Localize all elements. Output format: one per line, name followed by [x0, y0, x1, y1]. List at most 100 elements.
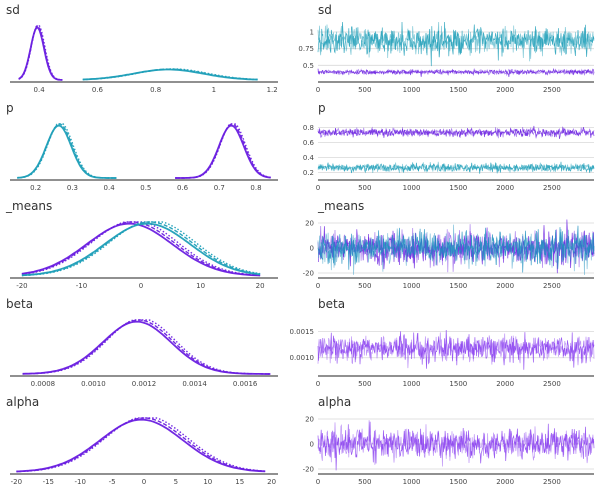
x-tick-label: 1500 [449, 86, 467, 94]
y-tick-label: 0.5 [303, 62, 314, 70]
x-tick-label: 500 [358, 184, 371, 192]
density-series-1 [21, 221, 261, 277]
y-tick-label: -20 [303, 270, 314, 278]
x-tick-label: 0.6 [92, 86, 104, 94]
x-tick-label: 2500 [543, 86, 561, 94]
density-series-0 [17, 123, 117, 179]
x-tick-label: 0.8 [150, 86, 161, 94]
density-series-0 [18, 26, 63, 81]
trace-series-0 [317, 68, 595, 77]
x-tick-label: 2000 [496, 282, 514, 290]
density-series-1 [21, 221, 261, 277]
x-tick-label: 0.0014 [182, 380, 207, 388]
trace-series-1 [317, 224, 595, 276]
x-tick-label: 1000 [403, 478, 421, 486]
x-tick-label: 2000 [496, 86, 514, 94]
panel-title: beta [6, 297, 33, 311]
x-tick-label: 1 [212, 86, 216, 94]
x-tick-label: 0.0012 [132, 380, 157, 388]
panel-trace-7: beta 0 500 1000 1500 2000 2500 0.0010 0.0015 [290, 297, 595, 388]
density-series-0 [16, 417, 266, 473]
y-tick-label: 0.75 [298, 45, 314, 53]
x-tick-label: 0.0008 [31, 380, 56, 388]
y-tick-label: -20 [303, 466, 314, 474]
panel-title: alpha [6, 395, 39, 409]
panel-density-0: sd 0.4 0.6 0.8 1 1.2 [6, 3, 278, 94]
x-tick-label: 2000 [496, 478, 514, 486]
x-tick-label: 0.0010 [81, 380, 106, 388]
x-tick-label: 500 [358, 282, 371, 290]
trace-series-0 [317, 126, 595, 139]
density-series-0 [21, 221, 261, 276]
density-series-0 [18, 25, 63, 81]
x-tick-label: 0.4 [34, 86, 46, 94]
x-tick-label: 0.6 [177, 184, 189, 192]
density-series-0 [16, 417, 266, 473]
x-tick-label: 500 [358, 86, 371, 94]
trace-series-0 [317, 420, 595, 467]
trace-series-0 [317, 332, 595, 369]
x-tick-label: -15 [43, 478, 54, 486]
panel-title: alpha [318, 395, 351, 409]
y-tick-label: 0.0010 [290, 354, 315, 362]
x-tick-label: 2500 [543, 184, 561, 192]
density-series-1 [21, 222, 261, 277]
trace-series-1 [317, 161, 595, 174]
x-tick-label: 0.2 [30, 184, 41, 192]
y-tick-label: 20 [305, 220, 314, 228]
x-tick-label: 500 [358, 478, 371, 486]
density-series-1 [82, 68, 258, 81]
panel-trace-1: sd 0 500 1000 1500 2000 2500 0.5 0.75 1 [298, 3, 595, 94]
x-tick-label: -10 [74, 478, 85, 486]
y-tick-label: 0.8 [303, 124, 314, 132]
x-tick-label: 0.4 [104, 184, 116, 192]
x-tick-label: 2500 [543, 478, 561, 486]
density-series-1 [175, 123, 271, 179]
x-tick-label: 10 [203, 478, 212, 486]
x-tick-label: 20 [256, 282, 265, 290]
panel-density-8: alpha -20 -15 -10 -5 0 5 10 15 20 [6, 395, 278, 486]
density-series-0 [22, 319, 271, 375]
x-tick-label: 15 [235, 478, 244, 486]
x-tick-label: 1500 [449, 184, 467, 192]
y-tick-label: 0 [310, 245, 314, 253]
x-tick-label: 20 [267, 478, 276, 486]
x-tick-label: 0.7 [214, 184, 225, 192]
x-tick-label: -5 [109, 478, 116, 486]
x-tick-label: 10 [196, 282, 205, 290]
y-tick-label: 0.4 [303, 154, 315, 162]
x-tick-label: 0.8 [250, 184, 261, 192]
y-tick-label: 0 [310, 441, 314, 449]
panel-title: p [6, 101, 14, 115]
x-tick-label: 0 [316, 282, 320, 290]
x-tick-label: 0.3 [67, 184, 78, 192]
x-tick-label: 1000 [403, 282, 421, 290]
panel-title: sd [6, 3, 20, 17]
density-series-0 [21, 222, 261, 277]
x-tick-label: 1.2 [267, 86, 278, 94]
panel-trace-3: p 0 500 1000 1500 2000 2500 0.2 0.4 0.6 0.8 [303, 101, 595, 192]
x-tick-label: 5 [174, 478, 178, 486]
x-tick-label: 2000 [496, 184, 514, 192]
x-tick-label: 1000 [403, 86, 421, 94]
x-tick-label: 0 [316, 478, 320, 486]
y-tick-label: 1 [310, 29, 314, 37]
density-series-0 [17, 123, 117, 179]
density-series-1 [82, 68, 258, 81]
x-tick-label: 0 [142, 478, 146, 486]
y-tick-label: 0.6 [303, 139, 315, 147]
x-tick-label: -10 [76, 282, 87, 290]
x-tick-label: 1000 [403, 380, 421, 388]
y-tick-label: 0.2 [303, 169, 314, 177]
x-tick-label: 0 [316, 380, 320, 388]
x-tick-label: 0.5 [140, 184, 151, 192]
trace-series-1 [317, 21, 595, 62]
y-tick-label: 20 [305, 416, 314, 424]
x-tick-label: -20 [16, 282, 27, 290]
x-tick-label: -20 [11, 478, 22, 486]
x-tick-label: 0 [139, 282, 143, 290]
density-series-0 [21, 221, 261, 277]
